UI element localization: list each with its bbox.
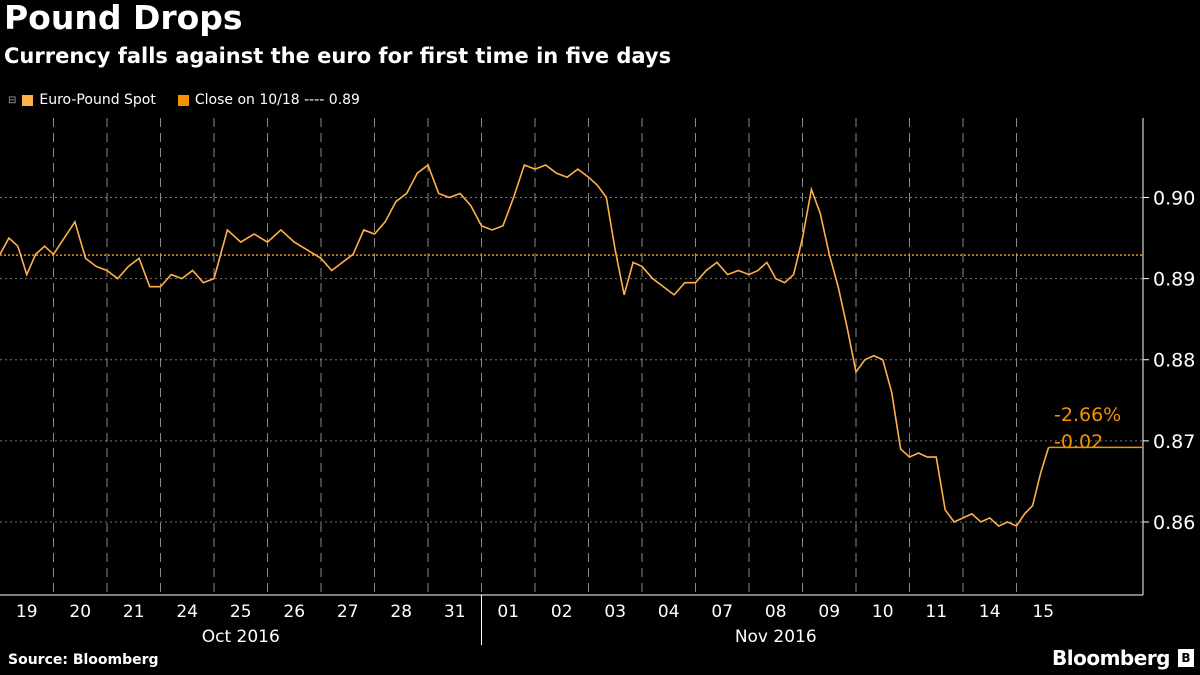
legend: ⊟ Euro-Pound Spot Close on 10/18 ---- 0.… — [8, 92, 360, 108]
legend-toggle-icon[interactable]: ⊟ — [8, 94, 17, 106]
x-tick-label: 11 — [925, 602, 947, 622]
x-tick-label: 24 — [176, 602, 198, 622]
x-tick-label: 10 — [872, 602, 894, 622]
x-tick-label: 27 — [337, 602, 359, 622]
bloomberg-icon: B — [1178, 649, 1194, 667]
legend-swatch-close — [177, 94, 189, 106]
x-tick-label: 02 — [551, 602, 573, 622]
x-tick-label: 01 — [497, 602, 519, 622]
legend-swatch-spot — [22, 94, 34, 106]
x-tick-label: 26 — [283, 602, 305, 622]
legend-label-spot: Euro-Pound Spot — [39, 92, 156, 108]
x-tick-label: 03 — [604, 602, 626, 622]
y-tick-label: 0.90 — [1153, 188, 1195, 210]
change-pct-label: -2.66% — [1054, 404, 1121, 426]
month-label: Oct 2016 — [202, 627, 280, 647]
y-tick-label: 0.86 — [1153, 512, 1195, 534]
series-line-euro-pound — [0, 163, 1050, 528]
chart-title: Pound Drops — [4, 0, 243, 37]
month-label: Nov 2016 — [735, 627, 817, 647]
x-tick-label: 31 — [444, 602, 466, 622]
x-tick-label: 07 — [711, 602, 733, 622]
x-tick-label: 19 — [16, 602, 38, 622]
chart-subtitle: Currency falls against the euro for firs… — [4, 44, 672, 68]
x-tick-label: 15 — [1032, 602, 1054, 622]
x-tick-label: 08 — [765, 602, 787, 622]
y-tick-label: 0.89 — [1153, 269, 1195, 291]
brand-logo: Bloomberg — [1052, 646, 1170, 670]
x-tick-label: 14 — [979, 602, 1001, 622]
change-abs-label: -0.02 — [1054, 431, 1103, 453]
x-tick-label: 25 — [230, 602, 252, 622]
source-note: Source: Bloomberg — [8, 652, 159, 668]
y-tick-label: 0.88 — [1153, 350, 1195, 372]
y-tick-label: 0.87 — [1153, 431, 1195, 453]
x-tick-label: 21 — [123, 602, 145, 622]
x-tick-label: 04 — [658, 602, 680, 622]
x-tick-label: 28 — [390, 602, 412, 622]
x-tick-label: 09 — [818, 602, 840, 622]
legend-label-close: Close on 10/18 ---- 0.89 — [194, 92, 360, 108]
x-tick-label: 20 — [69, 602, 91, 622]
